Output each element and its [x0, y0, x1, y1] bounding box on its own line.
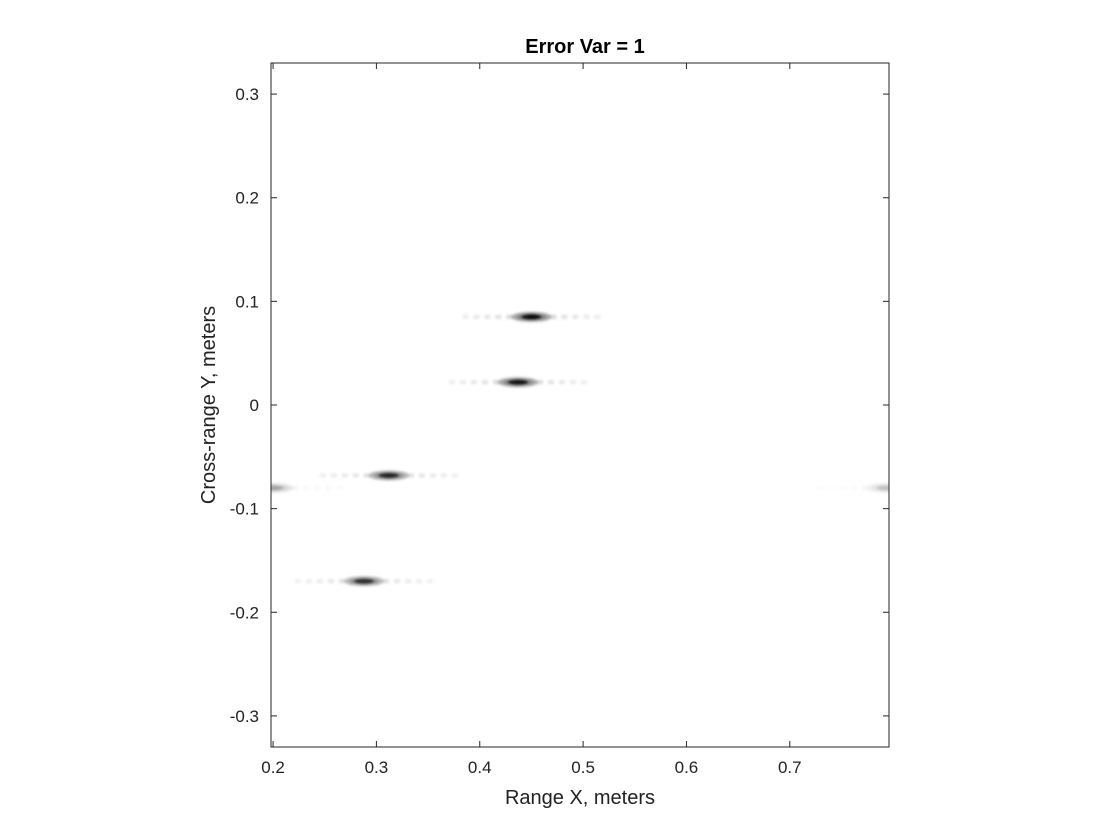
scatterer-response [226, 482, 342, 493]
sidelobe [506, 314, 513, 319]
sidelobe [237, 486, 243, 490]
sidelobe [328, 579, 335, 584]
chart-title: Error Var = 1 [525, 36, 645, 58]
sidelobe [341, 473, 348, 478]
plot-area [226, 62, 956, 748]
sidelobe [928, 486, 934, 490]
y-tick-label: 0.1 [235, 292, 259, 311]
sidelobe [295, 579, 302, 584]
sidelobe [440, 473, 447, 478]
y-tick-label: 0 [250, 396, 259, 415]
sidelobe [292, 485, 299, 490]
sidelobe [572, 314, 579, 319]
sidelobe [473, 314, 480, 319]
sidelobe [481, 380, 488, 385]
x-tick-label: 0.4 [468, 758, 492, 777]
sidelobe [259, 486, 265, 490]
sidelobe [459, 380, 466, 385]
sidelobe [448, 380, 455, 385]
sidelobe [330, 473, 337, 478]
sidelobe [583, 314, 590, 319]
sidelobe [319, 473, 326, 478]
sidelobe [418, 473, 425, 478]
sidelobe [427, 579, 434, 584]
x-tick-label: 0.5 [571, 758, 595, 777]
sidelobe [547, 380, 554, 385]
sidelobe [840, 486, 846, 490]
sidelobe [339, 579, 346, 584]
x-tick-label: 0.2 [261, 758, 285, 777]
x-axis-ticks: 0.2 0.3 0.4 0.5 0.6 0.7 [261, 63, 802, 777]
sidelobe [818, 486, 824, 490]
y-axis-ticks: -0.3 -0.2 -0.1 0 0.1 0.2 0.3 [230, 85, 889, 726]
x-tick-label: 0.3 [365, 758, 389, 777]
scatterer-response [462, 256, 601, 377]
scatterer-response [319, 470, 458, 481]
scatterer-response [448, 377, 587, 388]
x-tick-label: 0.7 [778, 758, 802, 777]
scatterer-core [378, 472, 399, 479]
sidelobe [383, 579, 390, 584]
sidelobe [917, 486, 923, 490]
sidelobe [416, 579, 423, 584]
sidelobe [226, 486, 232, 490]
sidelobe [492, 380, 499, 385]
x-axis-label: Range X, meters [505, 787, 655, 809]
sidelobe [451, 473, 458, 478]
sidelobe [550, 314, 557, 319]
sidelobe [363, 473, 370, 478]
sidelobe [484, 314, 491, 319]
sidelobe [325, 486, 331, 490]
scatterer-response [295, 576, 434, 587]
scatterer-response [818, 482, 956, 493]
sidelobe [906, 486, 912, 490]
image-layer [226, 256, 956, 587]
scatterer-core [271, 485, 284, 491]
y-tick-label: -0.1 [230, 500, 259, 519]
sidelobe [405, 579, 412, 584]
y-tick-label: 0.2 [235, 189, 259, 208]
sidelobe [317, 579, 324, 584]
sidelobe [829, 486, 835, 490]
x-tick-label: 0.6 [675, 758, 699, 777]
sidelobe [394, 579, 401, 584]
sidelobe [950, 486, 956, 490]
sidelobe [407, 473, 414, 478]
sidelobe [336, 486, 342, 490]
sidelobe [536, 380, 543, 385]
sidelobe [569, 380, 576, 385]
sidelobe [558, 380, 565, 385]
sidelobe [429, 473, 436, 478]
sidelobe [462, 314, 469, 319]
scatterer-core [521, 314, 542, 320]
scatterer-core [507, 379, 528, 385]
sidelobe [594, 314, 601, 319]
y-tick-label: 0.3 [235, 85, 259, 104]
sidelobe [314, 486, 320, 490]
sidelobe [561, 314, 568, 319]
sidelobe [470, 380, 477, 385]
y-axis-label: Cross-range Y, meters [198, 306, 220, 504]
y-tick-label: -0.2 [230, 603, 259, 622]
sidelobe [352, 473, 359, 478]
plot-background [271, 63, 889, 747]
sidelobe [580, 380, 587, 385]
scatterer-core [876, 485, 889, 491]
scatterer-core [354, 578, 375, 584]
sidelobe [306, 579, 313, 584]
sidelobe [303, 486, 309, 490]
sidelobe [851, 486, 857, 490]
sidelobe [895, 486, 901, 490]
y-tick-label: -0.3 [230, 707, 259, 726]
sidelobe [248, 486, 254, 490]
sidelobe [495, 314, 502, 319]
sidelobe [939, 486, 945, 490]
